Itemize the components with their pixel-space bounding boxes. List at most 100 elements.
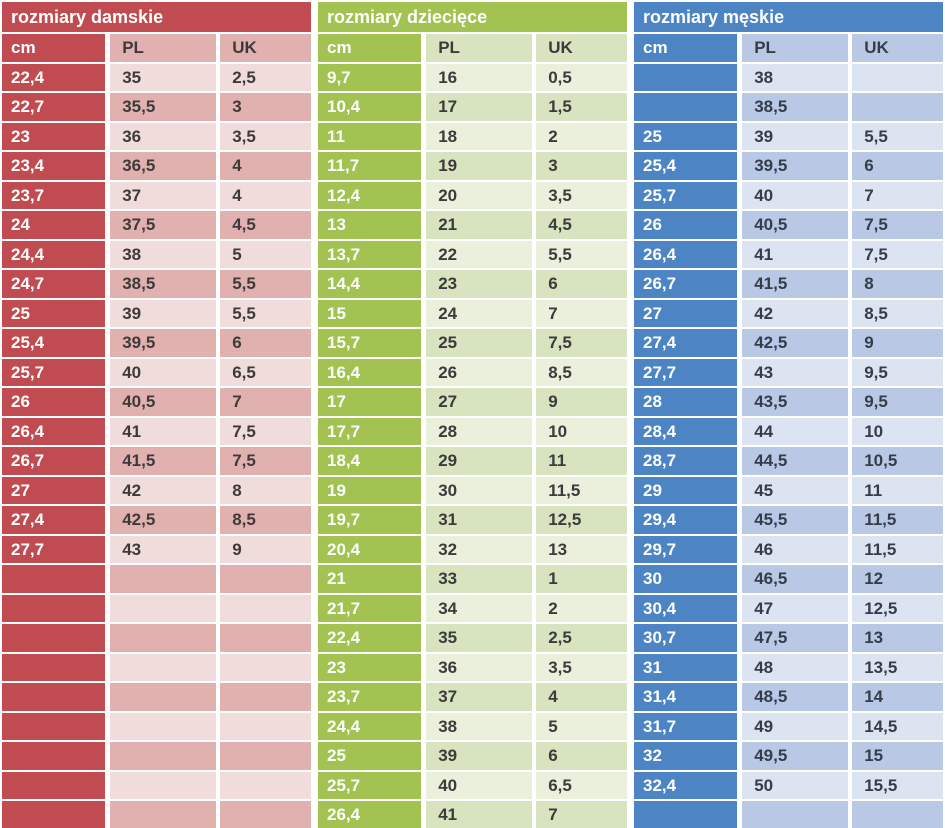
- table-row: 38,5: [634, 93, 943, 121]
- table-row: 11 18 2: [318, 122, 627, 150]
- uk-cell: 9: [536, 388, 627, 416]
- cm-cell: 24: [2, 211, 106, 239]
- cm-cell: 15,7: [318, 329, 422, 357]
- uk-cell: 8,5: [220, 506, 311, 534]
- cm-cell: [2, 801, 106, 828]
- uk-cell: 7,5: [220, 417, 311, 445]
- uk-cell: 7,5: [852, 240, 943, 268]
- uk-cell: 7: [220, 388, 311, 416]
- cm-cell: 28,4: [634, 417, 738, 445]
- table-row: 14,4 23 6: [318, 270, 627, 298]
- pl-cell: 48: [742, 653, 849, 681]
- table-row: [2, 801, 311, 828]
- pl-cell: 44: [742, 417, 849, 445]
- cm-cell: 13: [318, 211, 422, 239]
- uk-cell: 6: [220, 329, 311, 357]
- cm-cell: 26,4: [2, 417, 106, 445]
- pl-cell: 50: [742, 771, 849, 799]
- table-row: [2, 771, 311, 799]
- cm-cell: 27,7: [2, 535, 106, 563]
- cm-cell: 17,7: [318, 417, 422, 445]
- pl-cell: 41: [742, 240, 849, 268]
- uk-cell: 7,5: [852, 211, 943, 239]
- table-row: 29 45 11: [634, 476, 943, 504]
- pl-cell: 36,5: [110, 152, 217, 180]
- uk-cell: 9: [220, 535, 311, 563]
- header-cell-uk: UK: [220, 34, 311, 62]
- table-row: 25 39 5,5: [2, 299, 311, 327]
- table-row: 17,7 28 10: [318, 417, 627, 445]
- cm-cell: 27,4: [634, 329, 738, 357]
- uk-cell: 5,5: [220, 270, 311, 298]
- uk-cell: 7,5: [536, 329, 627, 357]
- table-row: 31,7 49 14,5: [634, 712, 943, 740]
- cm-cell: 24,4: [2, 240, 106, 268]
- uk-cell: 4: [536, 683, 627, 711]
- pl-cell: 42,5: [110, 506, 217, 534]
- pl-cell: 35: [110, 63, 217, 91]
- pl-cell: [110, 712, 217, 740]
- cm-cell: 19: [318, 476, 422, 504]
- uk-cell: 11,5: [852, 535, 943, 563]
- cm-cell: 22,7: [2, 93, 106, 121]
- uk-cell: 7: [852, 181, 943, 209]
- uk-cell: [852, 63, 943, 91]
- pl-cell: 37: [110, 181, 217, 209]
- cm-cell: 25,7: [318, 771, 422, 799]
- table-row: 25 39 6: [318, 742, 627, 770]
- pl-cell: 20: [426, 181, 533, 209]
- uk-cell: 7,5: [220, 447, 311, 475]
- cm-cell: 30,4: [634, 594, 738, 622]
- uk-cell: [220, 653, 311, 681]
- header-cell-uk: UK: [852, 34, 943, 62]
- pl-cell: 38,5: [742, 93, 849, 121]
- pl-cell: 40,5: [110, 388, 217, 416]
- pl-cell: [110, 683, 217, 711]
- uk-cell: 5,5: [536, 240, 627, 268]
- uk-cell: 2: [536, 122, 627, 150]
- header-cell-uk: UK: [536, 34, 627, 62]
- cm-cell: 29: [634, 476, 738, 504]
- pl-cell: 42,5: [742, 329, 849, 357]
- table-body: 38 38,5 25 39 5,5 25,4 39,5 6 25,7 40 7 26 40,5 7,5 26…: [634, 63, 943, 828]
- pl-cell: 39: [110, 299, 217, 327]
- cm-cell: [2, 594, 106, 622]
- pl-cell: 23: [426, 270, 533, 298]
- pl-cell: 41: [426, 801, 533, 828]
- table-row: 20,4 32 13: [318, 535, 627, 563]
- table-row: 21,7 34 2: [318, 594, 627, 622]
- uk-cell: 8: [852, 270, 943, 298]
- uk-cell: 3,5: [536, 181, 627, 209]
- pl-cell: 25: [426, 329, 533, 357]
- cm-cell: 27,7: [634, 358, 738, 386]
- table-row: 27,7 43 9,5: [634, 358, 943, 386]
- header-cell-pl: PL: [742, 34, 849, 62]
- pl-cell: [742, 801, 849, 828]
- cm-cell: 32: [634, 742, 738, 770]
- pl-cell: 22: [426, 240, 533, 268]
- pl-cell: 27: [426, 388, 533, 416]
- pl-cell: 43,5: [742, 388, 849, 416]
- cm-cell: 23: [2, 122, 106, 150]
- pl-cell: [110, 653, 217, 681]
- pl-cell: 39: [742, 122, 849, 150]
- pl-cell: 36: [426, 653, 533, 681]
- table-row: 11,7 19 3: [318, 152, 627, 180]
- table-row: 25,7 40 6,5: [2, 358, 311, 386]
- table-row: [2, 565, 311, 593]
- uk-cell: 14: [852, 683, 943, 711]
- pl-cell: 24: [426, 299, 533, 327]
- pl-cell: [110, 594, 217, 622]
- cm-cell: 31: [634, 653, 738, 681]
- pl-cell: 29: [426, 447, 533, 475]
- pl-cell: [110, 771, 217, 799]
- pl-cell: 48,5: [742, 683, 849, 711]
- uk-cell: [852, 93, 943, 121]
- pl-cell: [110, 624, 217, 652]
- table-row: 28 43,5 9,5: [634, 388, 943, 416]
- table-row: 29,4 45,5 11,5: [634, 506, 943, 534]
- table-row: 15,7 25 7,5: [318, 329, 627, 357]
- uk-cell: 15: [852, 742, 943, 770]
- pl-cell: 17: [426, 93, 533, 121]
- uk-cell: [220, 771, 311, 799]
